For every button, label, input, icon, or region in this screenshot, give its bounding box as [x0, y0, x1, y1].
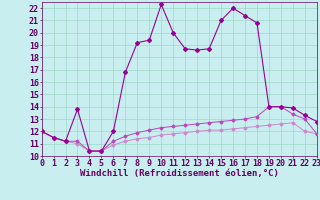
X-axis label: Windchill (Refroidissement éolien,°C): Windchill (Refroidissement éolien,°C) [80, 169, 279, 178]
